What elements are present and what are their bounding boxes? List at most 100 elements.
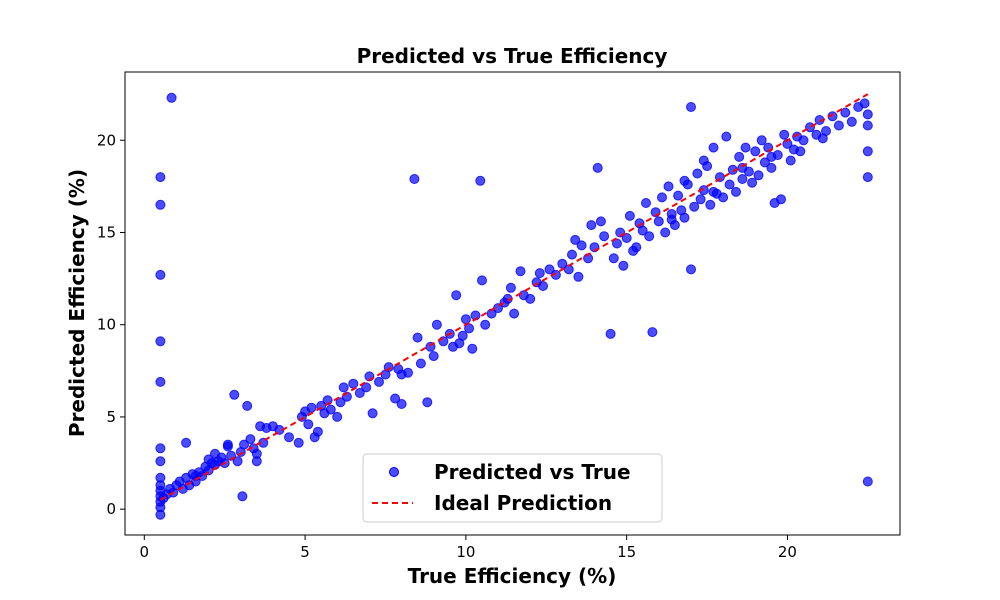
data-point bbox=[747, 177, 758, 188]
data-point bbox=[181, 437, 192, 448]
data-point bbox=[374, 376, 384, 387]
data-point bbox=[538, 281, 548, 291]
data-point bbox=[267, 421, 278, 432]
ideal-line-layer bbox=[159, 93, 869, 501]
data-point bbox=[431, 319, 442, 330]
data-point bbox=[686, 264, 696, 275]
data-point bbox=[390, 393, 401, 404]
data-point bbox=[409, 174, 420, 184]
data-point bbox=[155, 443, 166, 454]
data-point bbox=[708, 186, 719, 197]
data-point bbox=[312, 426, 323, 437]
data-point bbox=[166, 92, 177, 103]
data-point bbox=[477, 275, 487, 286]
chart-title: Predicted vs True Efficiency bbox=[357, 44, 668, 68]
data-point bbox=[155, 456, 166, 467]
data-point bbox=[239, 439, 249, 450]
data-point bbox=[576, 240, 587, 251]
data-point bbox=[766, 151, 777, 162]
data-point bbox=[592, 162, 603, 173]
data-point bbox=[544, 264, 555, 275]
data-point bbox=[586, 220, 597, 231]
data-point bbox=[251, 456, 262, 467]
data-point bbox=[210, 448, 220, 459]
data-point bbox=[332, 411, 343, 422]
data-point bbox=[692, 168, 703, 179]
data-point bbox=[679, 175, 690, 186]
data-point bbox=[734, 151, 745, 162]
data-point bbox=[718, 192, 729, 203]
y-axis: 0 5 10 15 20 bbox=[97, 131, 125, 518]
data-point bbox=[155, 199, 166, 210]
data-point bbox=[229, 389, 240, 400]
x-axis-label: True Efficiency (%) bbox=[408, 564, 617, 588]
data-point bbox=[155, 269, 166, 280]
x-tick-label: 5 bbox=[300, 543, 310, 561]
data-point bbox=[673, 190, 684, 201]
data-point bbox=[505, 282, 516, 293]
y-tick-label: 20 bbox=[97, 131, 116, 149]
data-point bbox=[740, 142, 751, 153]
data-point bbox=[840, 107, 851, 118]
data-point bbox=[647, 327, 658, 338]
data-point bbox=[798, 135, 809, 146]
data-point bbox=[644, 231, 655, 242]
data-point bbox=[862, 146, 873, 157]
data-point bbox=[570, 234, 581, 245]
x-axis: 0 5 10 15 20 bbox=[140, 535, 797, 561]
legend: Predicted vs True Ideal Prediction bbox=[362, 453, 663, 523]
data-point bbox=[605, 328, 616, 339]
data-points bbox=[155, 92, 873, 520]
data-point bbox=[862, 172, 873, 183]
data-point bbox=[731, 186, 741, 197]
data-point bbox=[624, 210, 635, 221]
data-point bbox=[833, 120, 844, 131]
data-point bbox=[705, 199, 716, 210]
data-point bbox=[534, 268, 545, 279]
data-point bbox=[451, 290, 462, 301]
y-tick-label: 10 bbox=[97, 316, 116, 334]
x-tick-label: 20 bbox=[778, 543, 797, 561]
data-point bbox=[737, 174, 748, 184]
data-point bbox=[621, 233, 632, 243]
data-point bbox=[657, 192, 667, 203]
data-point bbox=[325, 404, 336, 415]
data-point bbox=[628, 245, 639, 256]
data-point bbox=[155, 376, 166, 387]
data-point bbox=[460, 314, 471, 325]
data-point bbox=[708, 142, 719, 153]
data-point bbox=[618, 260, 629, 271]
data-point bbox=[595, 216, 606, 227]
data-point bbox=[203, 454, 214, 465]
data-point bbox=[599, 231, 610, 242]
data-point bbox=[284, 432, 294, 443]
data-point bbox=[779, 129, 790, 140]
data-point bbox=[415, 358, 426, 369]
data-point bbox=[679, 212, 690, 223]
data-point bbox=[396, 369, 407, 380]
data-point bbox=[785, 155, 796, 166]
data-point bbox=[361, 382, 372, 393]
data-point bbox=[306, 402, 317, 413]
data-point bbox=[666, 214, 677, 225]
data-point bbox=[573, 271, 584, 282]
data-point bbox=[862, 476, 873, 487]
data-point bbox=[753, 170, 764, 181]
data-point bbox=[689, 201, 700, 212]
y-axis-label: Predicted Efficiency (%) bbox=[65, 169, 89, 437]
data-point bbox=[698, 155, 709, 166]
data-point bbox=[862, 109, 873, 120]
data-point bbox=[776, 194, 786, 205]
data-point bbox=[750, 146, 761, 157]
data-point bbox=[335, 397, 346, 408]
data-point bbox=[663, 181, 674, 192]
data-point bbox=[567, 249, 577, 260]
data-point bbox=[759, 157, 770, 168]
x-tick-label: 10 bbox=[456, 543, 475, 561]
data-point bbox=[155, 509, 166, 520]
data-point bbox=[795, 146, 806, 157]
data-point bbox=[641, 198, 651, 208]
data-point bbox=[245, 434, 256, 445]
data-point bbox=[653, 216, 664, 227]
